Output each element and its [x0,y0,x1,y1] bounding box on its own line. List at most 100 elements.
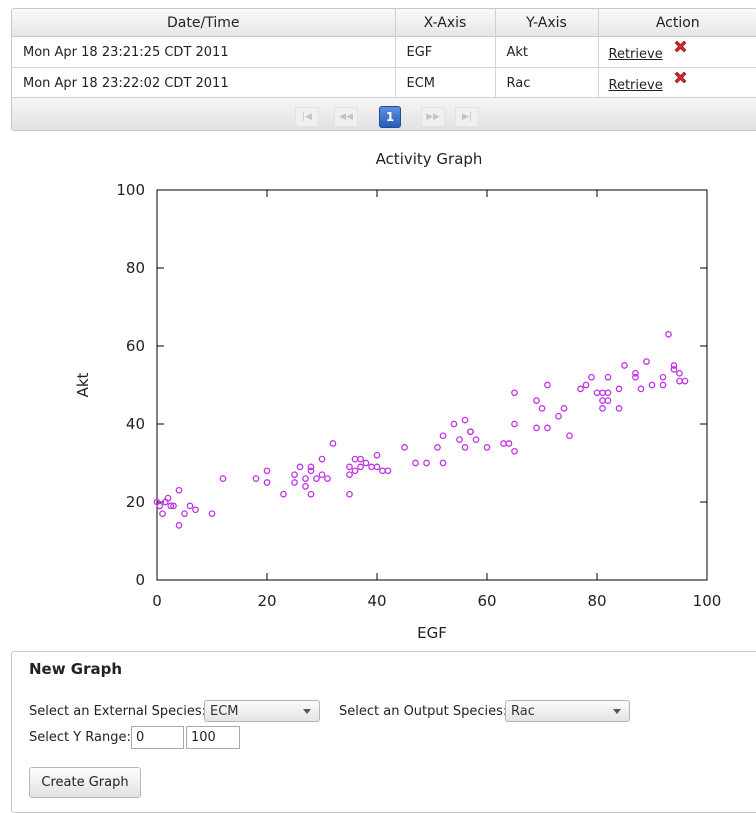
col-header-y-axis[interactable]: Y-Axis [495,9,599,37]
data-point [461,416,469,424]
delete-icon[interactable] [673,39,688,54]
data-point [159,510,166,518]
data-point [318,455,326,463]
x-tick-label: 20 [257,592,276,610]
data-point [659,381,667,389]
data-point [566,432,573,440]
y-tick-label: 0 [135,571,145,589]
col-header-action[interactable]: Action [598,9,756,37]
x-tick-label: 100 [693,592,722,610]
table-row: Mon Apr 18 23:22:02 CDT 2011 ECM Rac Ret… [12,67,756,99]
col-header-datetime[interactable]: Date/Time [12,9,396,37]
data-point [423,459,430,467]
data-point [167,502,175,510]
data-point [533,397,540,404]
data-point [280,490,287,498]
data-point [670,362,678,369]
new-graph-panel: New Graph Select an External Species: EC… [11,651,756,813]
data-point [263,467,271,475]
cell-action: Retrieve [598,67,756,99]
retrieve-link[interactable]: Retrieve [608,46,663,62]
data-point [604,373,612,381]
data-point [604,397,612,404]
data-point [252,475,260,482]
data-point [555,412,562,420]
data-point [291,479,298,486]
data-point [582,381,590,389]
data-point [511,389,518,397]
data-point [670,366,678,373]
current-page-button[interactable]: 1 [379,106,401,128]
y-range-min-input[interactable]: 0 [131,726,184,749]
data-point [357,455,364,463]
retrieve-link[interactable]: Retrieve [608,77,663,93]
data-point [346,490,353,498]
data-point [351,455,359,463]
first-page-icon[interactable]: |◀ [295,107,319,127]
data-point [604,389,612,397]
data-point [500,440,507,447]
data-point [379,467,386,475]
data-point [472,436,480,443]
data-point [643,358,650,365]
delete-icon[interactable] [673,70,688,85]
table-row: Mon Apr 18 23:21:25 CDT 2011 EGF Akt Ret… [12,36,756,68]
data-point [577,385,584,393]
cell-x-axis: EGF [395,36,496,68]
plot-frame [156,189,708,581]
data-point [313,475,320,482]
data-point [296,463,304,471]
y-tick-label: 100 [116,181,145,199]
data-point [560,405,568,412]
x-tick-label: 60 [477,592,496,610]
col-header-x-axis[interactable]: X-Axis [395,9,496,37]
data-point [599,405,606,412]
data-point [593,389,601,397]
data-point [632,373,639,381]
y-tick-label: 80 [126,259,145,277]
data-point [599,389,606,397]
last-page-icon[interactable]: ▶| [455,107,479,127]
data-point [505,440,513,447]
data-point [511,420,518,428]
data-point [291,471,298,479]
cell-datetime: Mon Apr 18 23:22:02 CDT 2011 [12,67,396,99]
data-point [329,440,337,447]
cell-x-axis: ECM [395,67,496,99]
data-point [351,467,359,475]
data-point [412,459,419,467]
data-point [511,447,518,455]
data-point [659,373,667,381]
data-point [302,475,309,482]
data-point [615,385,623,393]
y-range-max-input[interactable]: 100 [186,726,240,749]
y-axis-label: Akt [74,372,92,397]
external-species-label: Select an External Species: [29,704,207,719]
data-point [676,369,683,377]
next-page-icon[interactable]: ▶▶ [421,107,445,127]
cell-datetime: Mon Apr 18 23:21:25 CDT 2011 [12,36,396,68]
data-point [637,385,645,393]
external-species-select[interactable]: ECM [204,700,320,722]
data-point [676,377,683,385]
data-point [307,490,315,498]
output-species-label: Select an Output Species: [339,704,508,719]
prev-page-icon[interactable]: ◀◀ [334,107,358,127]
data-point [483,444,491,451]
data-point [373,451,381,459]
data-point [362,459,370,467]
data-point [346,463,353,471]
data-point [324,475,331,482]
data-point [156,502,164,510]
y-tick-label: 60 [126,337,145,355]
y-range-label: Select Y Range: [29,730,131,745]
new-graph-title: New Graph [29,660,123,678]
history-table: Date/Time X-Axis Y-Axis Action Mon Apr 1… [12,9,756,99]
x-tick-label: 40 [367,592,386,610]
output-species-select[interactable]: Rac [505,700,630,722]
create-graph-button[interactable]: Create Graph [29,767,141,798]
data-point [175,486,183,494]
data-point [346,471,353,479]
data-point [450,420,458,428]
chart-title: Activity Graph [376,150,483,168]
